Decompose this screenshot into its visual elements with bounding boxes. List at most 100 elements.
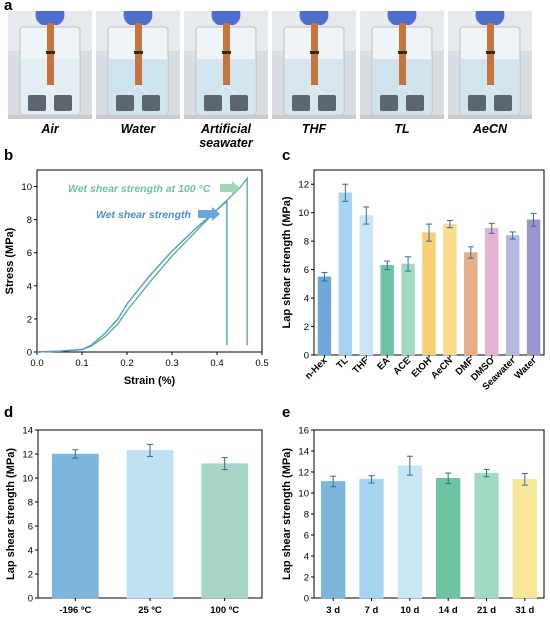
table [184, 115, 268, 119]
x-tick-label: 21 d [477, 605, 496, 616]
x-tick-label: 100 ºC [210, 605, 239, 616]
bar [380, 265, 394, 356]
y-tick-label: 10 [298, 208, 309, 219]
glove-icon [299, 11, 329, 25]
weight-left [292, 95, 310, 111]
plot-frame [313, 429, 545, 599]
glove-icon [475, 11, 505, 25]
adhesive-joint [134, 51, 143, 54]
bar [126, 450, 174, 599]
table [272, 115, 356, 119]
bar [397, 465, 422, 599]
bar [464, 252, 478, 356]
x-tick-label: 14 d [439, 605, 458, 616]
bar [422, 232, 436, 356]
weight-left [468, 95, 486, 111]
x-axis-label: Strain (%) [124, 375, 176, 387]
weight-right [230, 95, 248, 111]
y-tick-label: 6 [27, 248, 32, 259]
bar [484, 228, 499, 356]
y-tick-label: 4 [304, 294, 309, 305]
bar [359, 215, 374, 356]
condition-label: Water [120, 122, 156, 136]
x-tick-label: 10 d [400, 605, 419, 616]
weight-right [142, 95, 160, 111]
plot-frame [36, 169, 263, 353]
weight-left [116, 95, 134, 111]
annotation-wet-shear: Wet shear strength [96, 209, 191, 221]
stress-strain-curve [36, 176, 248, 353]
photo-strip [8, 11, 536, 119]
y-tick-label: 0 [28, 594, 33, 605]
y-tick-label: 12 [22, 450, 33, 461]
x-tick-label: -196 ºC [59, 605, 91, 616]
y-tick-label: 8 [304, 237, 309, 248]
weight-left [28, 95, 46, 111]
x-tick-label: AeCN [429, 355, 455, 381]
photo-beaker [360, 11, 444, 119]
panel-letter-d: d [4, 404, 14, 421]
table [360, 115, 444, 119]
y-tick-label: 2 [27, 314, 32, 325]
y-tick-label: 8 [28, 498, 33, 509]
chart-temperature-lap-shear: 0 2 4 6 8 10 12 14 Lap shear strength (MPa) -196 … [5, 426, 263, 616]
y-tick-label: 0 [27, 348, 32, 359]
table [448, 115, 532, 119]
chart-immersion-time-lap-shear: 0 2 4 6 8 10 12 14 16 Lap shear strength (MPa) 3 d… [281, 426, 545, 616]
bar [317, 276, 332, 356]
y-tick-label: 8 [304, 510, 309, 521]
bar [321, 481, 346, 599]
adhesive-joint [222, 51, 231, 54]
annotation-high-temp: Wet shear strength at 100 °C [68, 183, 211, 195]
photo-beaker [96, 11, 180, 119]
y-tick-label: 10 [21, 182, 32, 193]
y-tick-label: 12 [298, 468, 309, 479]
bar [512, 479, 537, 599]
adhesive-joint [310, 51, 319, 54]
y-tick-label: 16 [298, 426, 309, 437]
adhesive-joint [46, 51, 55, 54]
condition-label: TL [394, 122, 410, 136]
weight-right [318, 95, 336, 111]
y-axis-label: Lap shear strength (MPa) [281, 196, 293, 328]
y-tick-label: 4 [304, 552, 309, 563]
glove-icon [211, 11, 241, 25]
x-tick-label: ACE [391, 355, 413, 377]
x-tick-label: 0.2 [120, 358, 133, 369]
adhesive-joint [398, 51, 407, 54]
y-tick-label: 10 [22, 474, 33, 485]
bar [526, 219, 541, 356]
x-tick-label: 3 d [326, 605, 340, 616]
bar [51, 453, 99, 599]
glove-icon [35, 11, 65, 25]
glove-icon [387, 11, 417, 25]
bar [401, 263, 415, 356]
photo-beaker [272, 11, 356, 119]
panel-letter-a: a [4, 0, 13, 14]
panel-letter-b: b [4, 147, 14, 164]
x-tick-label: 0.4 [210, 358, 223, 369]
x-tick-label: 0.3 [165, 358, 178, 369]
x-tick-label: EA [375, 355, 392, 372]
weight-right [406, 95, 424, 111]
bar [201, 463, 249, 599]
weight-right [54, 95, 72, 111]
photo-beaker [184, 11, 268, 119]
y-tick-label: 2 [304, 322, 309, 333]
x-tick-label: 0.5 [255, 358, 268, 369]
weight-left [204, 95, 222, 111]
arrow-icon [220, 181, 240, 195]
bar [338, 192, 353, 356]
photo-beaker [448, 11, 532, 119]
bar [505, 235, 520, 356]
y-tick-label: 10 [298, 489, 309, 500]
y-tick-label: 0 [304, 351, 309, 362]
weight-left [380, 95, 398, 111]
panel-letter-e: e [282, 404, 291, 421]
table [8, 115, 92, 119]
y-axis-label: Stress (MPa) [4, 227, 16, 294]
weight-right [494, 95, 512, 111]
x-tick-label: Water [512, 355, 538, 381]
condition-label: Artificial seawater [199, 122, 253, 150]
